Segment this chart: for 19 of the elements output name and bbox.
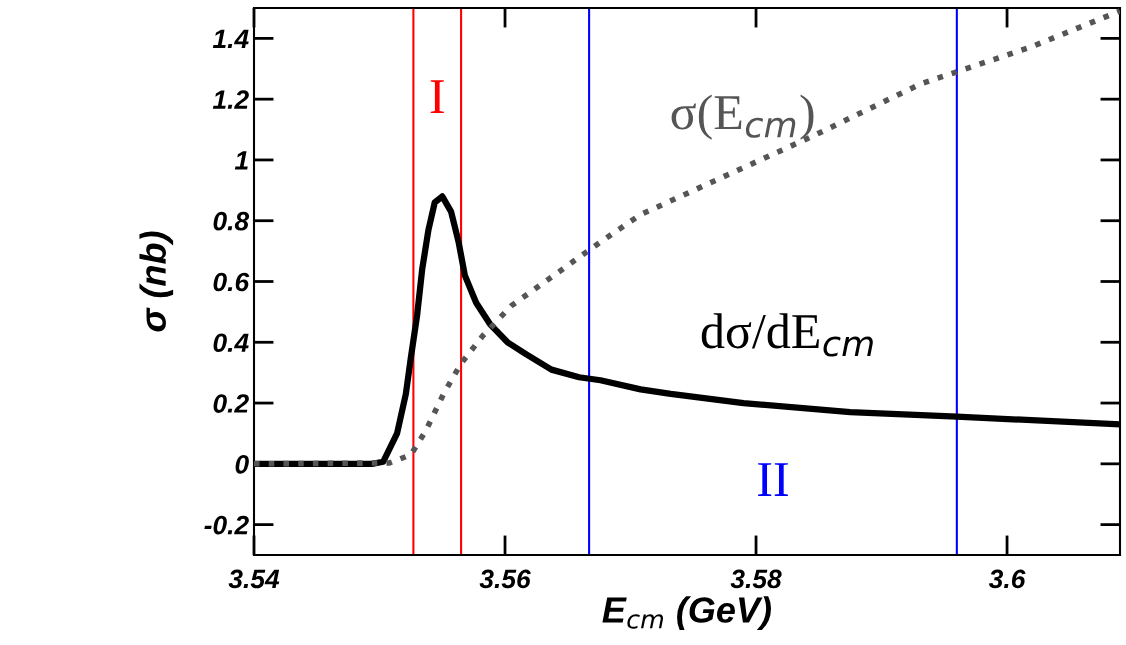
x-tick-label: 3.54 [228,569,280,589]
annotation: II [758,463,788,496]
annotation: I [430,80,444,114]
x-tick-label: 3.6 [988,569,1026,589]
y-tick-label: 0.4 [213,333,249,353]
x-tick-label: 3.56 [479,569,531,589]
y-tick-label: 1.2 [212,90,249,109]
y-tick-label: 0.8 [213,211,250,231]
y-tick-label: 0.6 [213,272,250,292]
series-label: σ(E$_{cm}$) [671,94,814,140]
series-label: dσ/dE$_{cm}$ [701,313,873,357]
y-tick-label: 0 [235,454,249,474]
x-tick-label: 3.58 [730,569,782,589]
y-tick-label: 1 [234,151,248,170]
y-tick-label: -0.2 [204,515,249,535]
y-tick-label: 0.2 [213,394,249,413]
y-tick-label: 1.4 [212,29,249,48]
y-axis-title: σ (nb) [139,231,174,332]
x-axis-title: E$_{cm}$ (GeV) [602,596,771,630]
